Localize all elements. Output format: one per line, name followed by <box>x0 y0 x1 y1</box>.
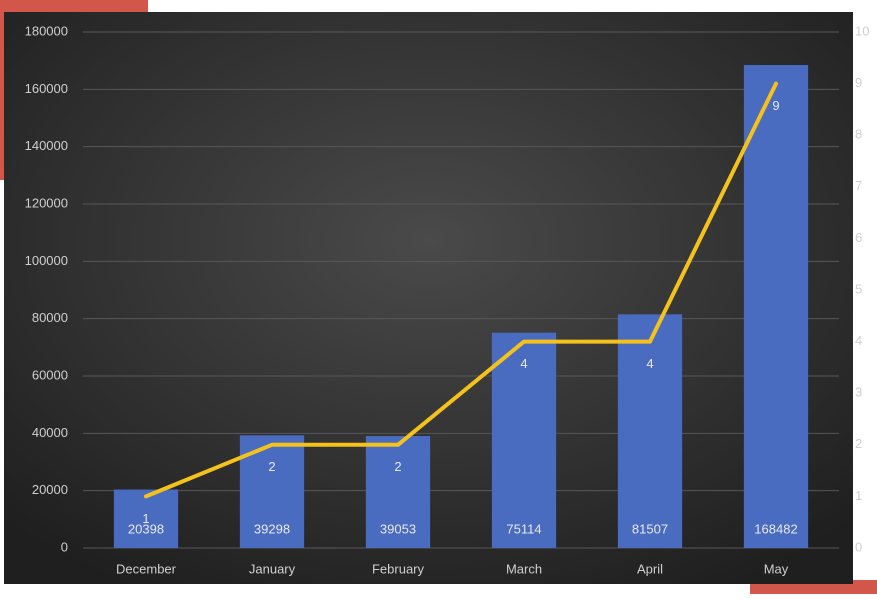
y-tick-label: 80000 <box>32 310 68 325</box>
x-tick-label: March <box>506 561 542 576</box>
y-tick-label: 20000 <box>32 482 68 497</box>
x-tick-label: February <box>372 561 425 576</box>
y2-tick-label: 4 <box>855 333 862 348</box>
bar-value-label: 81507 <box>632 521 668 536</box>
bar-value-label: 39053 <box>380 521 416 536</box>
y-tick-label: 40000 <box>32 425 68 440</box>
bar <box>743 65 809 549</box>
y-tick-label: 140000 <box>25 138 68 153</box>
y2-tick-label: 0 <box>855 539 862 554</box>
y2-tick-label: 1 <box>855 488 862 503</box>
y2-tick-label: 2 <box>855 436 862 451</box>
bar <box>365 436 431 548</box>
line-value-label: 2 <box>268 459 275 474</box>
y2-tick-label: 3 <box>855 385 862 400</box>
y2-tick-label: 6 <box>855 230 862 245</box>
x-tick-label: December <box>116 561 177 576</box>
bar-value-label: 168482 <box>754 521 797 536</box>
bar <box>491 332 557 548</box>
y-tick-label: 100000 <box>25 253 68 268</box>
y-tick-label: 160000 <box>25 81 68 96</box>
bar-value-label: 39298 <box>254 521 290 536</box>
line-value-label: 9 <box>772 98 779 113</box>
bar-value-label: 20398 <box>128 521 164 536</box>
y-tick-label: 0 <box>61 539 68 554</box>
y-tick-label: 180000 <box>25 23 68 38</box>
y2-tick-label: 8 <box>855 127 862 142</box>
line-value-label: 1 <box>142 511 149 526</box>
y-tick-label: 120000 <box>25 195 68 210</box>
y2-tick-label: 9 <box>855 75 862 90</box>
y2-tick-label: 10 <box>855 23 869 38</box>
x-tick-label: January <box>249 561 296 576</box>
x-tick-label: April <box>637 561 663 576</box>
x-tick-label: May <box>764 561 789 576</box>
line <box>144 81 778 499</box>
line-value-label: 4 <box>646 356 653 371</box>
bar <box>617 314 683 548</box>
y2-tick-label: 7 <box>855 178 862 193</box>
line-value-label: 4 <box>520 356 527 371</box>
bar-value-label: 75114 <box>506 521 541 536</box>
y-tick-label: 60000 <box>32 367 68 382</box>
y2-tick-label: 5 <box>855 281 862 296</box>
line-value-label: 2 <box>394 459 401 474</box>
bar <box>113 489 179 548</box>
